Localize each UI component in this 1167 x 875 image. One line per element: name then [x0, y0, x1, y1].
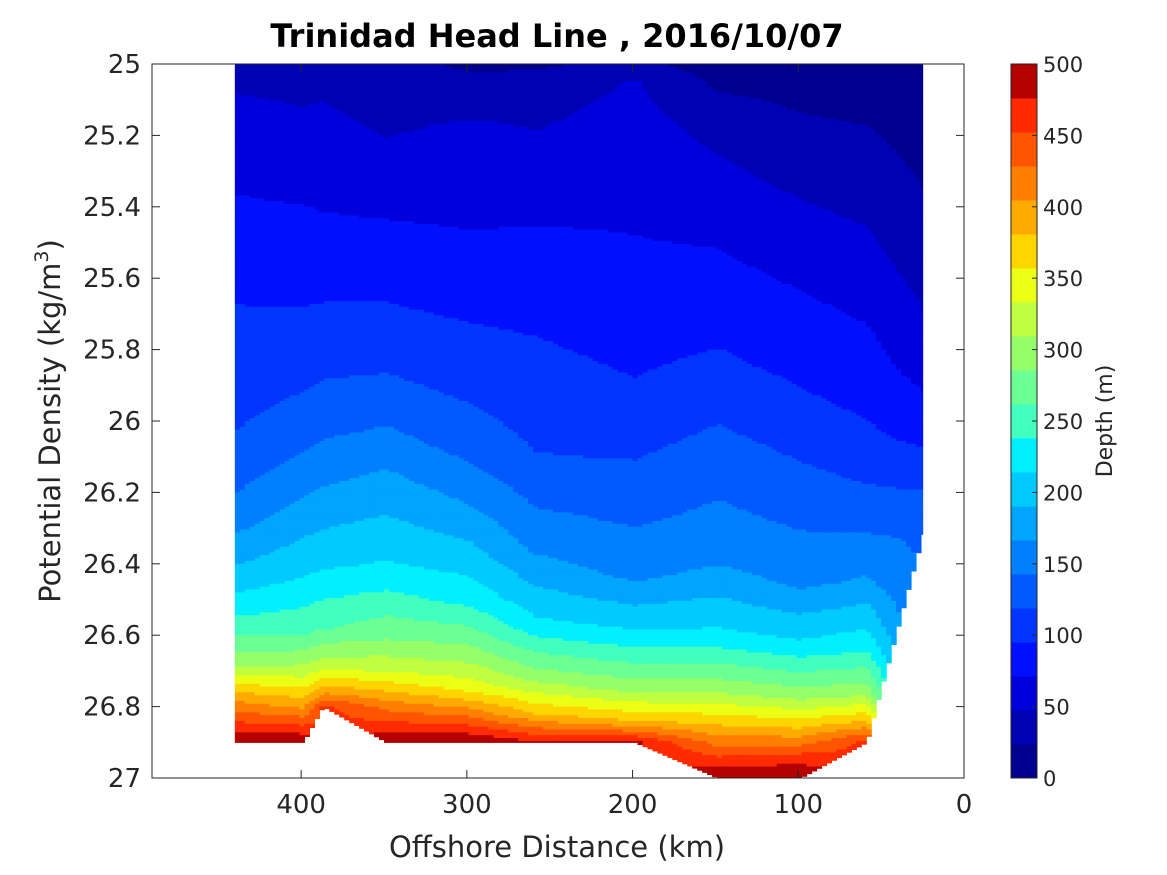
chart-title: Trinidad Head Line , 2016/10/07	[270, 17, 843, 55]
contour-chart: Trinidad Head Line , 2016/10/07 400 300 20…	[0, 0, 1167, 875]
contour-fill	[235, 64, 923, 779]
contour-cell	[240, 741, 246, 743]
contour-cell	[250, 741, 256, 743]
contour-cell	[245, 741, 251, 743]
contour-cell	[235, 741, 241, 743]
